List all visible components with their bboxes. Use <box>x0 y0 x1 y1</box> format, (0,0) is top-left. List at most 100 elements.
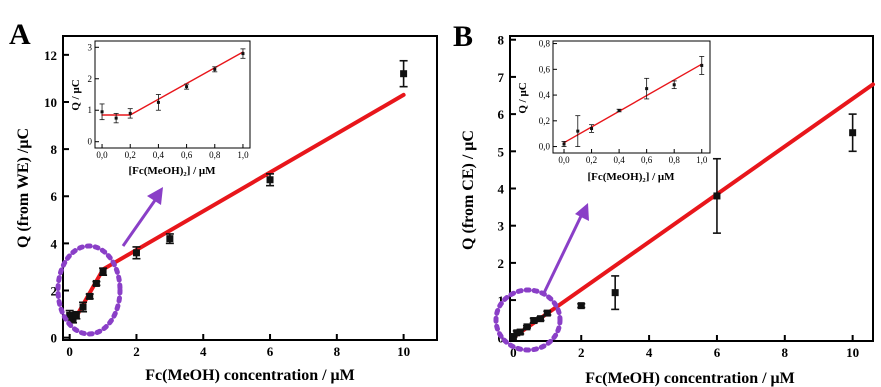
inset-x-tick-label: 0,4 <box>153 150 165 160</box>
data-point <box>132 249 140 257</box>
data-point <box>577 302 585 310</box>
plot-frame <box>509 35 874 342</box>
y-tick-label: 5 <box>498 144 505 159</box>
y-tick-label: 6 <box>51 189 58 204</box>
data-point <box>713 192 721 200</box>
plot-frame <box>62 35 438 341</box>
inset-data-point <box>185 85 189 89</box>
inset-data-point <box>617 109 621 113</box>
inset-y-tick-label: 0,4 <box>539 90 551 100</box>
inset-y-tick-label: 0,2 <box>539 116 550 126</box>
inset-x-tick-label: 0,6 <box>641 155 653 165</box>
x-tick-label: 2 <box>133 344 140 359</box>
y-tick-label: 3 <box>498 219 505 234</box>
data-point <box>69 316 77 324</box>
inset-data-point <box>156 100 160 104</box>
inset-x-tick-label: 0,8 <box>669 155 681 165</box>
inset-x-tick-label: 0,0 <box>558 155 570 165</box>
data-point <box>400 70 408 78</box>
data-point <box>86 292 94 300</box>
inset-y-tick-label: 0 <box>88 137 93 147</box>
x-tick-label: 6 <box>714 345 721 360</box>
inset-x-tick-label: 1,0 <box>237 150 249 160</box>
y-tick-label: 4 <box>498 182 505 197</box>
inset-data-point <box>100 110 104 114</box>
inset-x-tick-label: 0,8 <box>209 150 221 160</box>
x-tick-label: 4 <box>646 345 653 360</box>
inset-data-point <box>645 87 649 91</box>
inset-data-point <box>128 111 132 115</box>
y-axis-title: Q (from CE) / μC <box>460 130 477 250</box>
arrowhead-a <box>147 187 163 205</box>
x-axis-title: Fc(MeOH) concentration / μM <box>585 370 794 387</box>
inset-data-point <box>114 116 118 120</box>
x-tick-label: 2 <box>578 345 585 360</box>
y-tick-label: 10 <box>44 95 57 110</box>
data-point <box>166 235 174 243</box>
x-tick-label: 8 <box>782 345 789 360</box>
data-point <box>66 311 74 319</box>
inset-x-tick-label: 0,6 <box>181 150 193 160</box>
highlight-ellipse-a <box>55 243 123 337</box>
inset-data-point <box>241 52 245 56</box>
data-point <box>530 317 538 325</box>
y-tick-label: 6 <box>498 107 505 122</box>
data-point <box>537 315 545 323</box>
x-tick-label: 8 <box>334 344 341 359</box>
x-axis-title: Fc(MeOH) concentration / μM <box>145 367 354 384</box>
data-point <box>849 129 857 137</box>
x-tick-label: 10 <box>846 345 859 360</box>
inset-y-axis-title: Q / μC <box>70 79 82 110</box>
x-tick-label: 10 <box>397 344 410 359</box>
y-axis-title: Q (from WE) /μC <box>15 128 32 248</box>
y-tick-label: 4 <box>51 236 58 251</box>
data-point <box>611 289 619 297</box>
y-tick-label: 2 <box>498 256 505 271</box>
inset-x-axis-title: [Fc(MeOH)₂] / μM <box>587 171 675 183</box>
data-point <box>92 279 100 287</box>
panel-label-a: A <box>9 18 31 51</box>
panel-label-b: B <box>453 20 473 53</box>
inset-data-point <box>672 83 676 87</box>
inset-x-tick-label: 0,0 <box>96 150 108 160</box>
inset-y-tick-label: 3 <box>88 42 93 52</box>
x-tick-label: 0 <box>66 344 73 359</box>
y-tick-label: 8 <box>498 33 505 48</box>
inset-plot-frame <box>552 40 711 154</box>
inset-y-tick-label: 1 <box>88 105 93 115</box>
inset-y-tick-label: 0,8 <box>539 39 551 49</box>
inset-y-axis-title: Q / μC <box>517 82 529 113</box>
data-point <box>72 311 80 319</box>
inset-x-tick-label: 1,0 <box>696 155 708 165</box>
inset-fit-line <box>563 63 703 144</box>
x-tick-label: 6 <box>267 344 274 359</box>
arrow-line-a <box>121 195 160 247</box>
inset-y-tick-label: 0,6 <box>539 64 551 74</box>
inset-x-tick-label: 0,4 <box>613 155 625 165</box>
inset-data-point <box>562 142 566 146</box>
y-tick-label: 1 <box>498 293 505 308</box>
y-tick-label: 2 <box>51 284 58 299</box>
data-point <box>99 268 107 276</box>
inset-data-point <box>213 67 217 71</box>
fit-line <box>74 92 406 319</box>
y-tick-label: 0 <box>51 331 58 346</box>
y-tick-label: 7 <box>498 70 505 85</box>
data-point <box>543 309 551 317</box>
y-tick-label: 12 <box>44 48 57 63</box>
inset-data-point <box>700 63 704 67</box>
data-point <box>509 333 517 341</box>
data-point <box>266 176 274 184</box>
fit-line <box>511 82 875 340</box>
arrow-line-b <box>542 211 585 294</box>
inset-data-point <box>590 127 594 131</box>
y-tick-label: 8 <box>51 142 58 157</box>
inset-x-axis-title: [Fc(MeOH)₂] / μM <box>128 165 216 177</box>
inset-plot-frame <box>94 40 251 149</box>
inset-y-tick-label: 2 <box>88 74 93 84</box>
inset-fit-line <box>129 51 244 116</box>
x-tick-label: 4 <box>200 344 207 359</box>
